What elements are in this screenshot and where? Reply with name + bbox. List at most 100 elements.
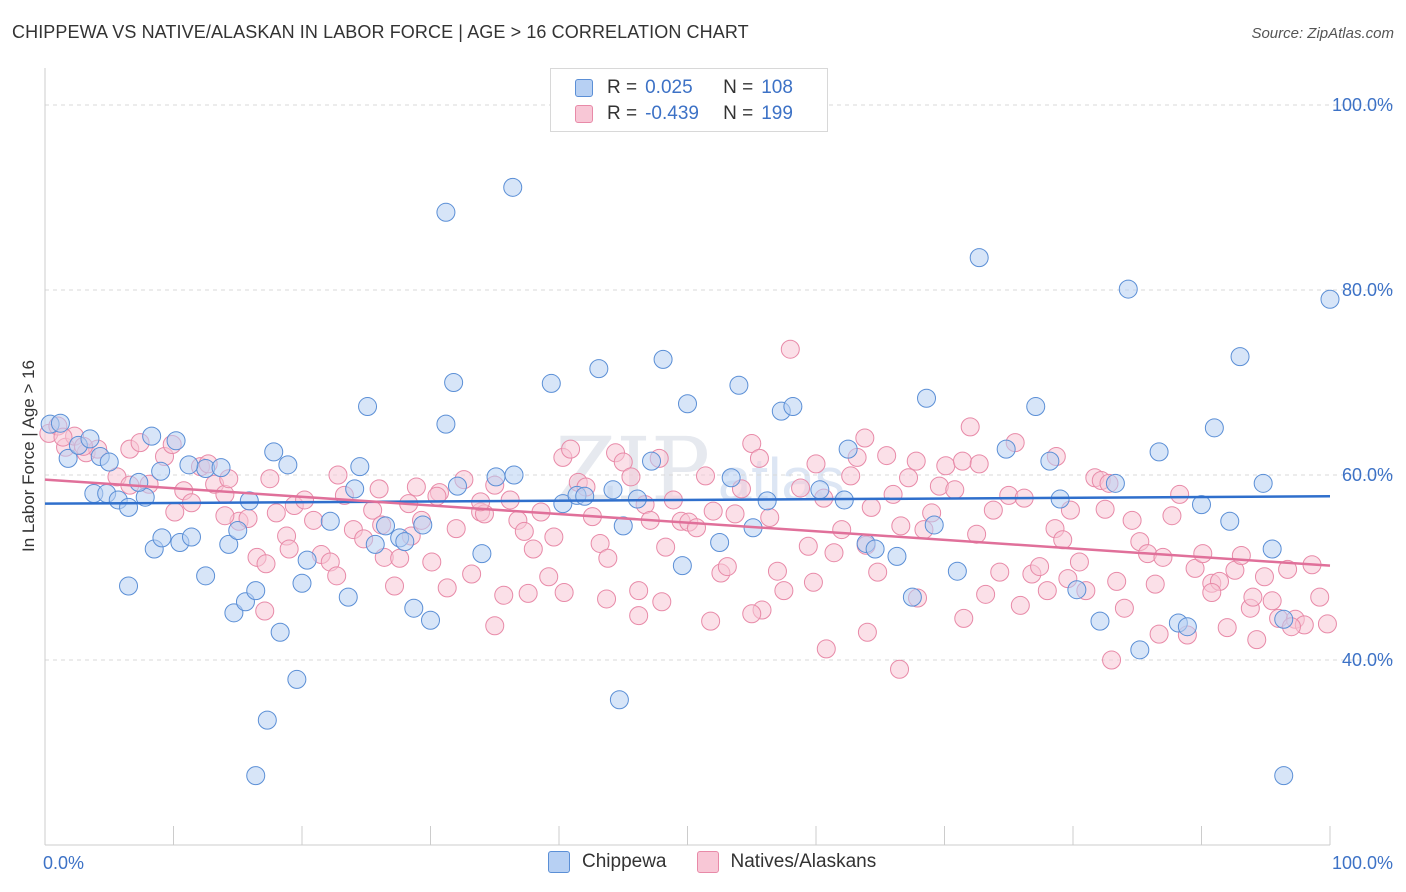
chippewa-point [338,587,358,607]
chippewa-point [292,573,312,593]
chippewa-point [838,439,858,459]
natives-swatch [696,851,719,873]
natives-point [891,516,911,536]
natives-point [868,562,888,582]
r-label: R = [607,77,638,98]
chippewa-point [947,561,967,581]
chippewa-point [1090,611,1110,631]
chippewa-point [996,439,1016,459]
tick-labels: 40.0% 60.0% 80.0% 100.0% 0.0% 100.0% In Labor … [19,95,1393,873]
chippewa-point [902,587,922,607]
chippewa-swatch [575,79,593,97]
chippewa-point [246,766,266,786]
r-label: R = [607,103,638,124]
natives-point [1037,581,1057,601]
natives-point [990,562,1010,582]
chippewa-point [436,202,456,222]
chippewa-point [613,516,633,536]
chippewa-point [1274,609,1294,629]
natives-point [1149,624,1169,644]
natives-point [256,554,276,574]
chippewa-point [179,455,199,475]
natives-point [1069,552,1089,572]
chippewa-point [486,467,506,487]
natives-point [899,468,919,488]
natives-point [742,434,762,454]
natives-point [539,567,559,587]
natives-point [1053,530,1073,550]
natives-point [1262,591,1282,611]
natives-trend-line [44,478,1331,567]
chippewa-point [887,546,907,566]
chippewa-point [152,528,172,548]
chippewa-point [421,610,440,630]
chippewa-point [609,690,629,710]
natives-point [1095,499,1115,519]
chippewa-point [1230,347,1250,367]
natives-swatch [575,105,593,123]
r-value: -0.439 [645,103,699,124]
y-axis-title: In Labor Force | Age > 16 [19,360,38,552]
chippewa-point [151,461,171,481]
chippewa-point [257,710,277,730]
chippewa-point [710,533,730,553]
legend-row-natives: R = -0.439 N = 199 [575,102,841,126]
chippewa-point [503,177,523,197]
chippewa-point [1320,289,1340,309]
chippewa-point [783,397,803,417]
chippewa-point [444,373,464,392]
natives-point [446,519,466,539]
natives-point [954,608,974,628]
natives-point [279,539,299,559]
natives-point [1317,614,1337,634]
chippewa-point [345,479,365,499]
natives-point [806,454,826,474]
natives-point [976,584,996,604]
y-tick-label: 40.0% [1342,650,1393,670]
series-legend: Chippewa Natives/Alaskans [548,851,906,873]
chippewa-point [642,451,662,471]
n-value: 108 [761,77,793,98]
natives-point [462,564,482,584]
chippewa-point [224,603,244,623]
n-label: N = [723,77,754,98]
x-tick-label: 0.0% [43,853,84,873]
natives-point [437,578,457,598]
chippewa-point [129,472,149,492]
natives-point [1193,544,1213,564]
axes [44,68,1331,846]
chippewa-point [672,556,692,576]
natives-point [742,604,762,624]
natives-point [1030,557,1050,577]
natives-point [791,478,811,498]
natives-point [1162,506,1182,526]
natives-point [1202,582,1222,602]
chippewa-point [119,576,139,596]
natives-point [695,466,715,486]
chippewa-point [1274,766,1294,786]
natives-point [255,601,275,621]
natives-point [621,467,641,487]
natives-point [1170,484,1190,504]
legend-item-natives: Natives/Alaskans [696,851,876,873]
chippewa-point [376,516,396,536]
natives-point [369,479,389,499]
chippewa-point [865,539,885,559]
chippewa-point [350,457,370,477]
chippewa-point [1262,539,1282,559]
natives-point [936,456,956,476]
natives-point [215,506,235,526]
natives-point [960,417,980,437]
natives-point [328,465,348,485]
legend-row-chippewa: R = 0.025 N = 108 [575,76,841,100]
n-label: N = [723,103,754,124]
trend-lines [44,478,1331,567]
chippewa-point [278,455,298,475]
natives-point [266,503,286,523]
chippewa-point [1118,279,1138,299]
chippewa-points [40,177,1340,786]
r-value: 0.025 [645,77,693,98]
chippewa-point [589,359,609,379]
source-label: Source: ZipAtlas.com [1251,25,1394,42]
